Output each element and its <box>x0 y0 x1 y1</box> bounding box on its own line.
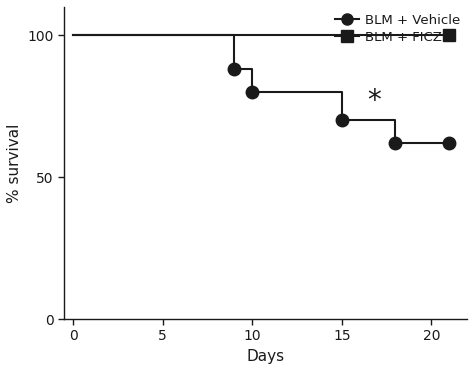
X-axis label: Days: Days <box>246 349 285 364</box>
Text: *: * <box>367 86 381 115</box>
Legend: BLM + Vehicle, BLM + FICZ: BLM + Vehicle, BLM + FICZ <box>335 14 460 43</box>
Y-axis label: % survival: % survival <box>7 123 22 203</box>
